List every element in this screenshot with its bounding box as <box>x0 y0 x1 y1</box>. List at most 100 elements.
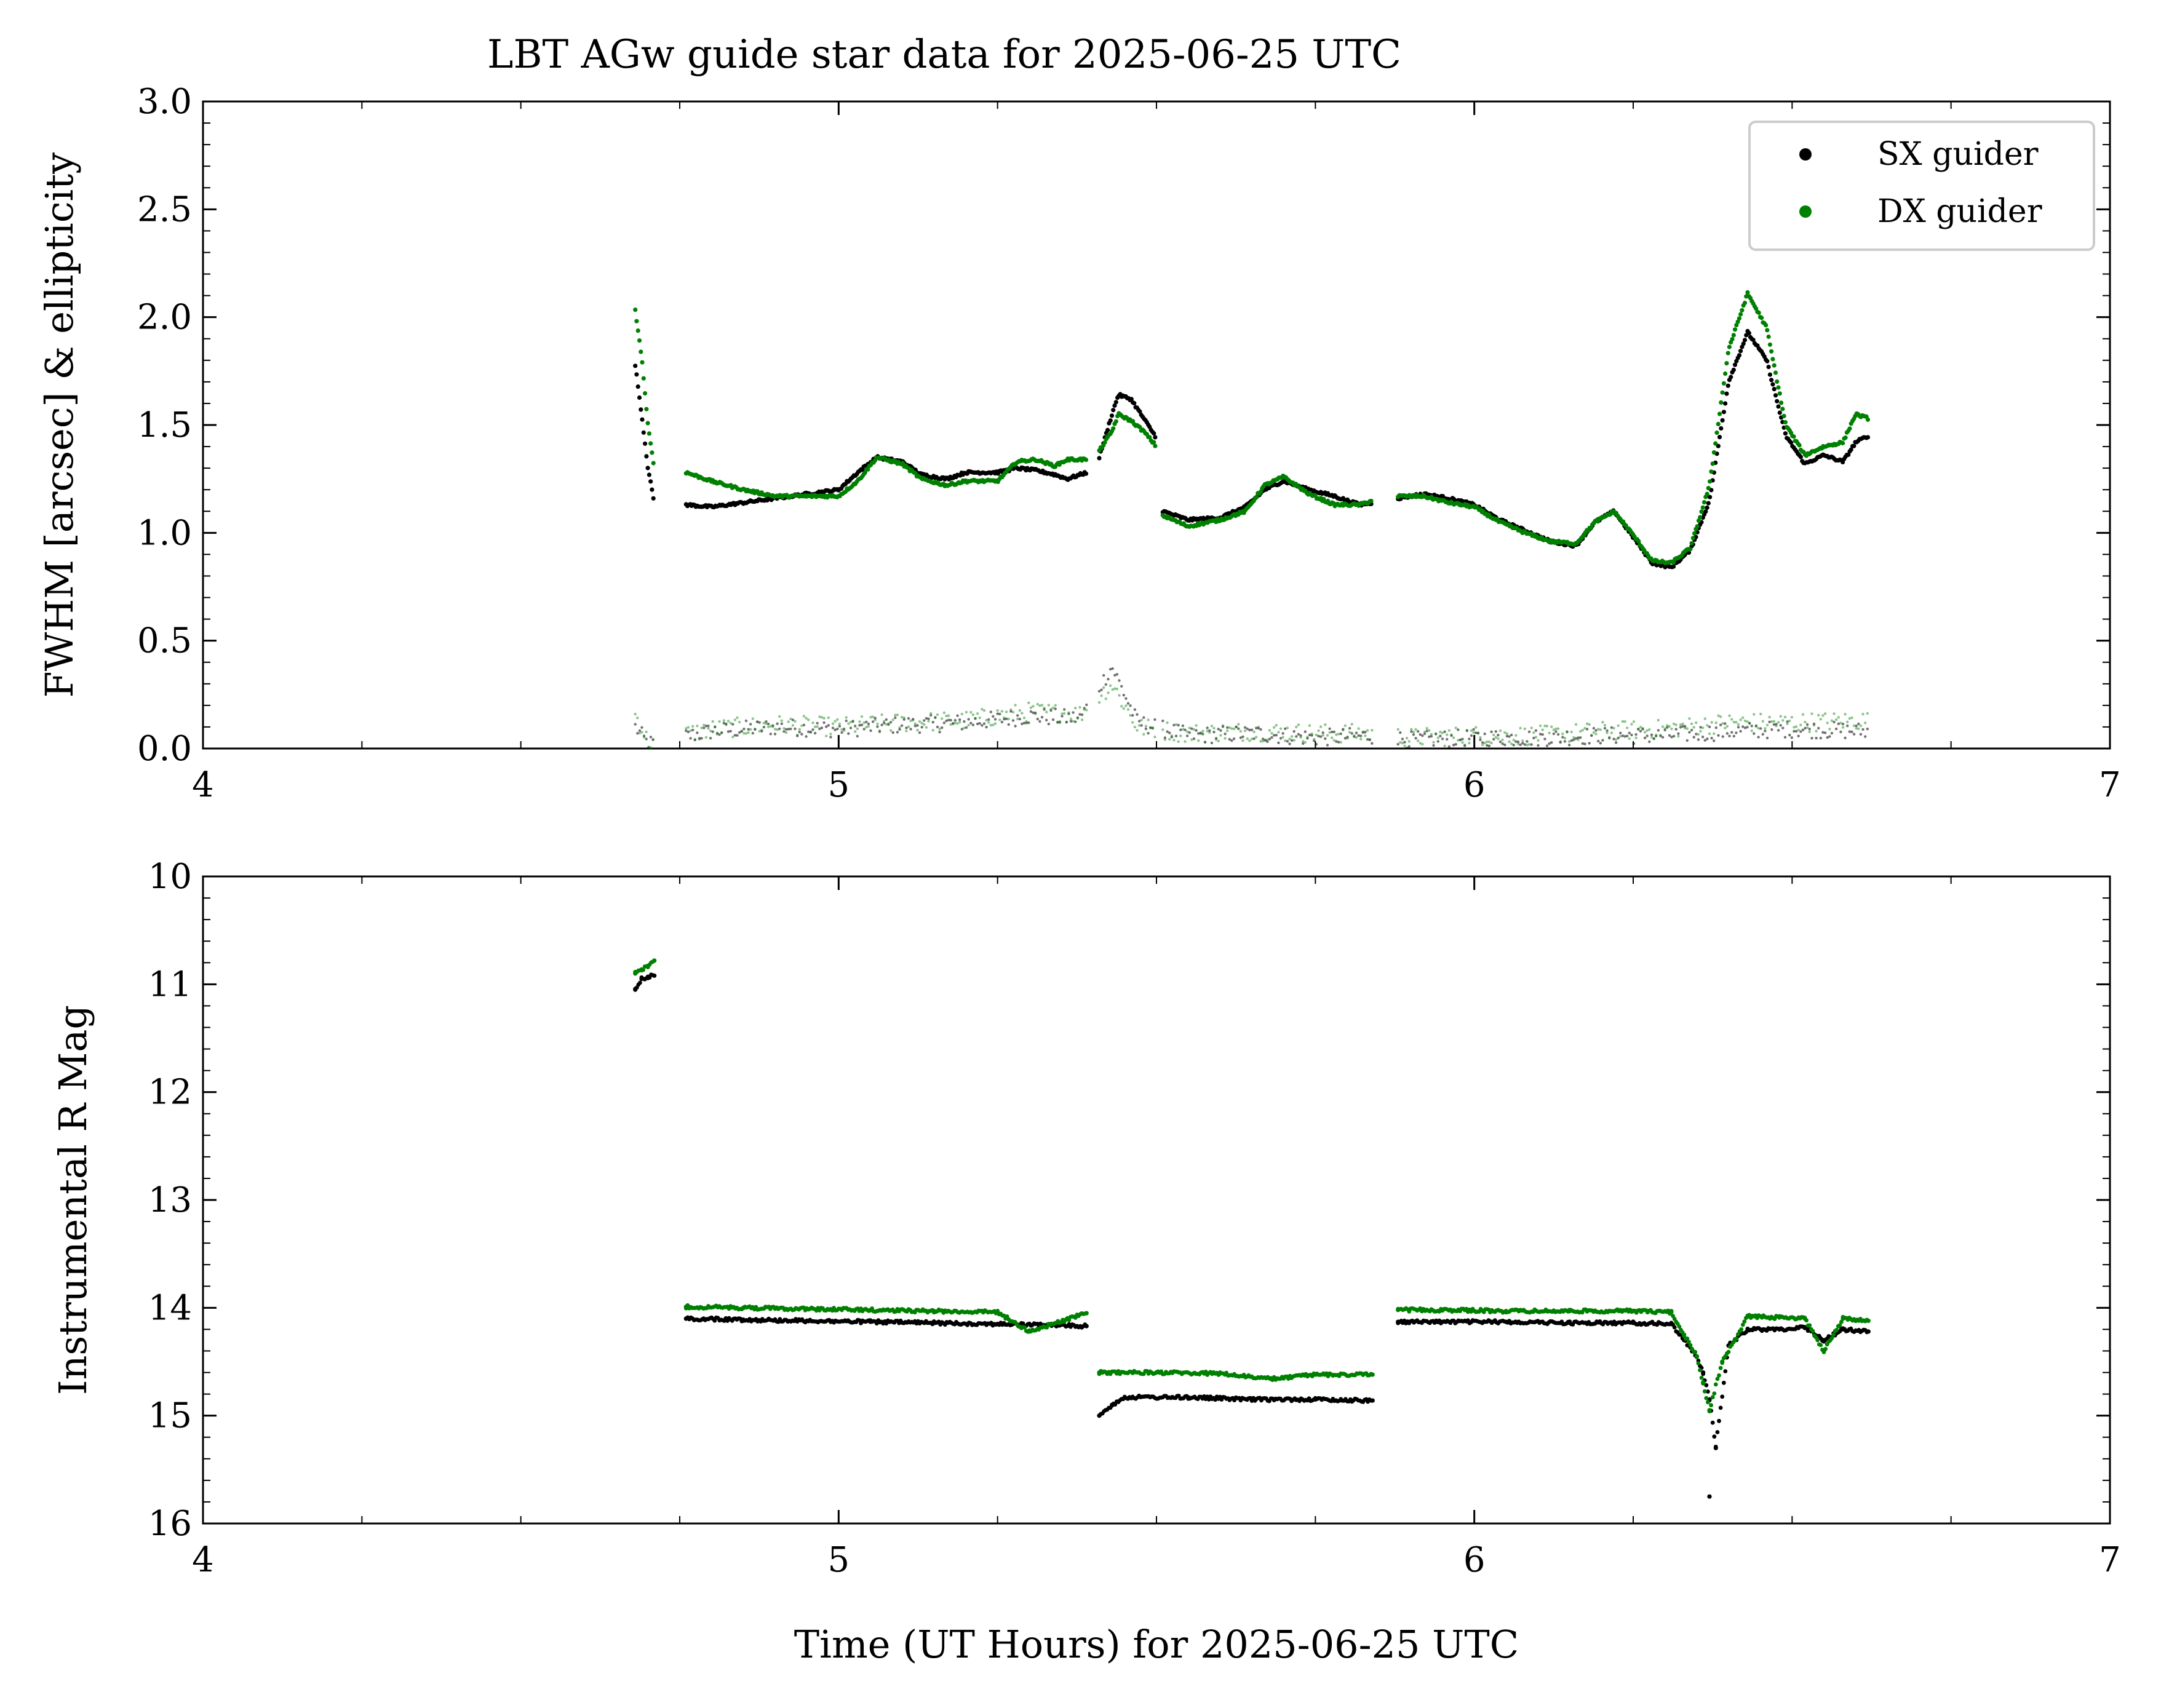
fwhm-point-dx <box>1719 400 1724 405</box>
ellipticity-point-dx <box>1428 729 1431 732</box>
ellipticity-point-dx <box>1661 725 1665 728</box>
ellipticity-point-dx <box>1366 729 1369 732</box>
fwhm-point-dx <box>1102 440 1107 445</box>
ellipticity-point-dx <box>1498 729 1502 733</box>
ellipticity-point-sx <box>1219 729 1222 732</box>
ellipticity-point-dx <box>958 721 961 724</box>
fwhm-point-dx <box>1689 541 1694 546</box>
ellipticity-point-sx <box>1690 728 1693 732</box>
ellipticity-point-dx <box>905 729 908 733</box>
ellipticity-point-sx <box>1270 736 1273 739</box>
magnitude-point-sx <box>1821 1338 1826 1343</box>
ellipticity-point-dx <box>931 729 935 732</box>
ellipticity-point-sx <box>1797 734 1800 737</box>
magnitude-point-dx <box>1841 1316 1845 1321</box>
ellipticity-point-sx <box>1348 726 1351 730</box>
ellipticity-point-dx <box>1306 736 1309 739</box>
fwhm-point-dx <box>1764 323 1769 328</box>
ellipticity-point-dx <box>1572 736 1575 739</box>
ellipticity-point-sx <box>709 737 712 740</box>
ellipticity-point-dx <box>822 717 826 720</box>
ellipticity-point-sx <box>1753 732 1756 735</box>
magnitude-point-sx <box>995 1322 1000 1327</box>
ellipticity-point-dx <box>1000 710 1004 713</box>
ellipticity-point-dx <box>1364 734 1367 737</box>
time-axis-label: Time (UT Hours) for 2025-06-25 UTC <box>794 1622 1519 1667</box>
ellipticity-point-sx <box>1355 731 1358 734</box>
ellipticity-point-dx <box>916 728 919 732</box>
ellipticity-point-sx <box>798 731 802 734</box>
ellipticity-point-dx <box>1348 731 1351 734</box>
ellipticity-point-dx <box>1321 734 1324 737</box>
magnitude-point-dx <box>683 1305 688 1309</box>
ellipticity-point-dx <box>1606 731 1609 734</box>
ellipticity-point-sx <box>889 721 893 724</box>
ellipticity-point-dx <box>1142 733 1145 736</box>
fwhm-point-dx <box>1711 450 1716 455</box>
fwhm-point-sx <box>1737 353 1741 358</box>
ellipticity-point-dx <box>1446 733 1449 736</box>
ellipticity-point-dx <box>1750 729 1753 733</box>
ellipticity-point-dx <box>898 726 901 729</box>
magnitude-point-sx <box>1669 1322 1674 1327</box>
ellipticity-point-sx <box>1286 740 1289 743</box>
fwhm-point-dx <box>647 431 651 436</box>
ellipticity-point-sx <box>1706 737 1709 741</box>
fwhm-point-sx <box>641 430 646 435</box>
ellipticity-point-dx <box>1313 737 1316 741</box>
magnitude-point-dx <box>1802 1316 1807 1321</box>
ellipticity-point-sx <box>876 725 879 728</box>
ellipticity-point-sx <box>1545 744 1549 747</box>
ellipticity-point-dx <box>1359 737 1363 741</box>
ellipticity-point-sx <box>649 736 653 739</box>
magnitude-point-dx <box>1707 1408 1712 1413</box>
ellipticity-point-dx <box>1805 726 1809 729</box>
magnitude-point-dx <box>1669 1309 1674 1314</box>
ellipticity-point-dx <box>809 731 813 734</box>
ellipticity-point-dx <box>1224 737 1227 740</box>
magnitude-point-sx <box>931 1321 936 1325</box>
ellipticity-point-sx <box>1122 694 1126 697</box>
magnitude-point-dx <box>1084 1311 1089 1316</box>
magnitude-point-sx <box>1370 1398 1375 1403</box>
ellipticity-point-dx <box>1214 738 1218 741</box>
ellipticity-point-dx <box>766 725 770 729</box>
ellipticity-point-dx <box>816 725 819 728</box>
ellipticity-point-dx <box>1407 740 1411 743</box>
ellipticity-point-dx <box>642 736 646 739</box>
ellipticity-point-sx <box>867 722 870 726</box>
ellipticity-point-sx <box>1603 726 1607 730</box>
ellipticity-point-sx <box>1457 728 1460 731</box>
ellipticity-point-dx <box>1826 721 1829 725</box>
ellipticity-point-sx <box>1588 742 1591 745</box>
x-tick-label: 4 <box>192 765 214 805</box>
fwhm-point-dx <box>648 441 653 446</box>
ellipticity-point-dx <box>1775 725 1778 728</box>
ellipticity-point-dx <box>1432 741 1435 744</box>
fwhm-point-dx <box>1843 435 1848 440</box>
ellipticity-point-sx <box>1102 673 1105 677</box>
ellipticity-point-sx <box>1844 736 1847 740</box>
magnitude-point-dx <box>1699 1375 1704 1380</box>
ellipticity-point-dx <box>1317 729 1320 733</box>
ellipticity-point-dx <box>1014 704 1017 707</box>
ellipticity-point-sx <box>1040 715 1044 719</box>
ellipticity-point-dx <box>854 730 857 733</box>
ellipticity-point-sx <box>1281 732 1284 735</box>
fwhm-point-sx <box>1729 375 1733 379</box>
ellipticity-point-sx <box>820 726 824 729</box>
ellipticity-point-sx <box>1104 683 1108 686</box>
ellipticity-point-dx <box>640 731 643 734</box>
fwhm-point-dx <box>637 338 642 343</box>
magnitude-point-dx <box>1713 1382 1718 1387</box>
ellipticity-point-dx <box>1541 728 1544 731</box>
ellipticity-point-dx <box>1714 721 1717 725</box>
fwhm-point-dx <box>1083 458 1089 463</box>
fwhm-point-dx <box>1731 333 1736 338</box>
ellipticity-point-dx <box>1405 736 1409 740</box>
ellipticity-point-dx <box>1414 728 1417 731</box>
ellipticity-point-dx <box>1754 724 1758 727</box>
fwhm-point-dx <box>1717 411 1722 416</box>
ellipticity-point-sx <box>1243 726 1247 729</box>
x-tick-label: 6 <box>1463 1540 1486 1580</box>
